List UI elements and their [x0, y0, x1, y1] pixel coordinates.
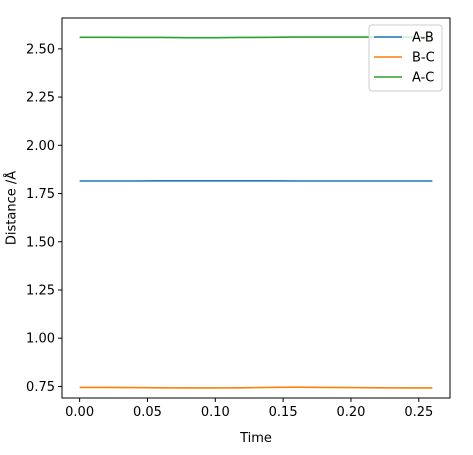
y-tick-label: 0.75 [26, 380, 55, 395]
legend-box [368, 24, 443, 92]
x-tick-label: 0.25 [404, 405, 433, 420]
x-tick-label: 0.05 [133, 405, 162, 420]
y-axis-label: Distance /Å [4, 171, 20, 245]
x-tick-label: 0.10 [201, 405, 230, 420]
x-axis-label: Time [239, 431, 272, 446]
legend-label-b-c: B-C [412, 51, 435, 66]
y-tick-label: 2.25 [26, 91, 55, 106]
series-line-b-c [79, 386, 433, 389]
x-tick-label: 0.15 [269, 405, 298, 420]
y-tick-label: 1.75 [26, 187, 55, 202]
y-tick-label: 1.50 [26, 235, 55, 250]
y-tick-label: 1.25 [26, 283, 55, 298]
x-tick-label: 0.20 [336, 405, 365, 420]
y-tick-label: 1.00 [26, 332, 55, 347]
y-tick-label: 2.00 [26, 139, 55, 154]
x-tick-label: 0.00 [65, 405, 94, 420]
y-tick-label: 2.50 [26, 42, 55, 57]
legend: A-B B-C A-C [368, 24, 443, 92]
legend-label-a-b: A-B [412, 31, 434, 46]
y-axis-ticks: 0.75 1.00 1.25 1.50 1.75 2.00 2.25 2.50 [26, 42, 62, 395]
x-axis-ticks: 0.00 0.05 0.10 0.15 0.20 0.25 [65, 398, 433, 420]
legend-label-a-c: A-C [412, 71, 434, 86]
